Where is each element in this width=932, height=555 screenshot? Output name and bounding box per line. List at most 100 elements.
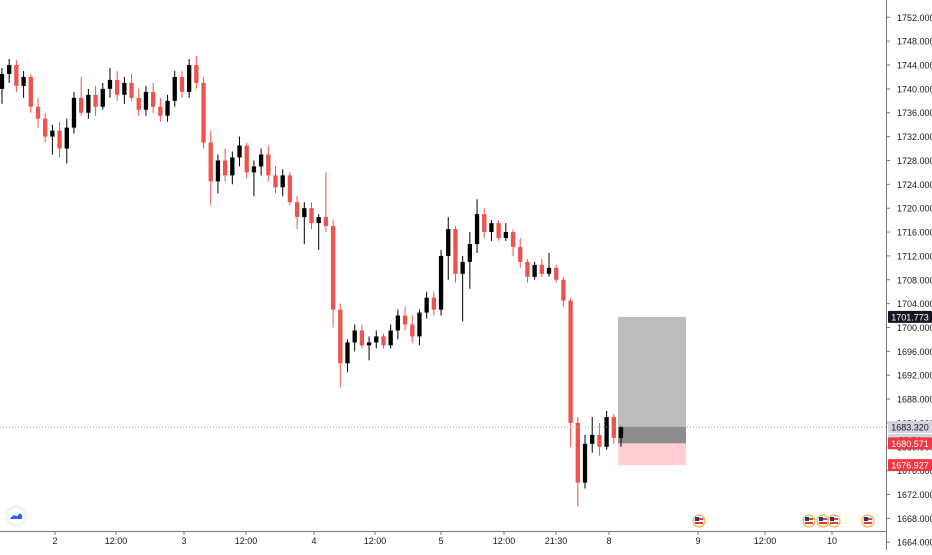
economic-events-layer[interactable] — [692, 514, 875, 528]
y-tick-label: 1720.000 — [897, 204, 932, 214]
candle-body — [618, 427, 624, 438]
candle-body — [482, 214, 487, 233]
candle-body — [467, 243, 473, 262]
candle-body — [287, 175, 293, 203]
candle-body — [460, 261, 465, 274]
x-tick-label: 12:00 — [105, 536, 128, 546]
candle-body — [525, 261, 530, 277]
entry-price-tag: 1680.571 — [891, 439, 929, 449]
candle-body — [554, 267, 559, 280]
candle-body — [186, 65, 192, 92]
us-flag-event-icon[interactable] — [692, 514, 706, 528]
target-zone[interactable] — [618, 316, 686, 427]
x-tick-label: 2 — [52, 536, 57, 546]
stop-price-tag-bg — [888, 459, 932, 472]
y-tick-label: 1712.000 — [897, 251, 932, 261]
candle-body — [446, 229, 451, 256]
candle-body — [352, 330, 357, 343]
logo-icon[interactable] — [6, 506, 26, 526]
x-tick-label: 12:00 — [235, 536, 258, 546]
candle-body — [158, 106, 163, 116]
candle-body — [374, 336, 379, 343]
us-flag-event-icon[interactable] — [827, 514, 841, 528]
candle-body — [273, 175, 278, 188]
candle-body — [14, 65, 19, 86]
candle-body — [604, 416, 609, 447]
candle-body — [309, 208, 314, 224]
candle-body — [35, 106, 41, 119]
candle-body — [222, 160, 228, 176]
candle-body — [0, 73, 5, 89]
candle-body — [179, 76, 185, 92]
candle-body — [79, 97, 84, 113]
y-tick-label: 1732.000 — [897, 132, 932, 142]
y-tick-label: 1716.000 — [897, 228, 932, 238]
candle-body — [165, 100, 170, 116]
candle-body — [546, 267, 552, 274]
candle-body — [590, 434, 595, 444]
candle-body — [64, 127, 69, 149]
us-flag-event-icon[interactable] — [816, 514, 830, 528]
current-price-tag: 1683.320 — [891, 422, 929, 432]
candle-body — [611, 416, 616, 438]
candle-body — [7, 65, 12, 74]
candle-body — [208, 142, 213, 182]
candle-body — [294, 202, 300, 218]
y-tick-label: 1668.000 — [897, 514, 932, 524]
stop-zone[interactable] — [618, 443, 686, 466]
x-tick-label: 8 — [606, 536, 611, 546]
y-tick-label: 1704.000 — [897, 299, 932, 309]
candle-body — [402, 315, 408, 325]
candle-body — [503, 232, 508, 239]
candles-layer — [0, 56, 624, 507]
x-tick-label: 9 — [695, 536, 700, 546]
x-tick-label: 12:00 — [364, 536, 387, 546]
time-axis-background[interactable] — [0, 531, 886, 550]
candle-body — [438, 255, 444, 310]
candle-body — [510, 232, 516, 247]
long-position-tool[interactable] — [618, 316, 686, 466]
candle-body — [568, 300, 573, 423]
candle-body — [316, 217, 321, 224]
x-tick-label: 12:00 — [754, 536, 777, 546]
candle-body — [86, 94, 91, 113]
candle-body — [251, 166, 257, 173]
candle-body — [57, 130, 62, 149]
candle-body — [266, 154, 271, 176]
x-tick-label: 3 — [181, 536, 186, 546]
us-flag-event-icon[interactable] — [861, 514, 875, 528]
candle-body — [338, 309, 343, 364]
y-tick-label: 1736.000 — [897, 108, 932, 118]
candle-body — [43, 118, 48, 137]
candle-body — [93, 94, 98, 107]
y-tick-label: 1688.000 — [897, 395, 932, 405]
candle-body — [71, 97, 77, 128]
candle-body — [115, 79, 120, 95]
candle-body — [518, 246, 523, 262]
current-price-tag-bg — [888, 420, 932, 433]
candle-body — [410, 324, 415, 337]
y-tick-label: 1744.000 — [897, 61, 932, 71]
x-tick-label: 21:30 — [545, 536, 568, 546]
candle-body — [21, 76, 26, 86]
candle-body — [395, 315, 401, 331]
candle-body — [575, 422, 580, 483]
candle-body — [597, 434, 602, 447]
candle-body — [381, 336, 386, 346]
price-axis-background[interactable] — [886, 0, 932, 550]
candle-body — [431, 297, 437, 310]
candle-body — [359, 330, 365, 346]
x-tick-label: 4 — [311, 536, 316, 546]
y-tick-label: 1748.000 — [897, 37, 932, 47]
candle-body — [302, 208, 307, 218]
candle-body — [258, 154, 264, 167]
candle-body — [323, 217, 329, 227]
candle-body — [345, 342, 350, 364]
y-tick-label: 1752.000 — [897, 13, 932, 23]
entry-zone[interactable] — [618, 426, 686, 444]
us-flag-event-icon[interactable] — [802, 514, 816, 528]
